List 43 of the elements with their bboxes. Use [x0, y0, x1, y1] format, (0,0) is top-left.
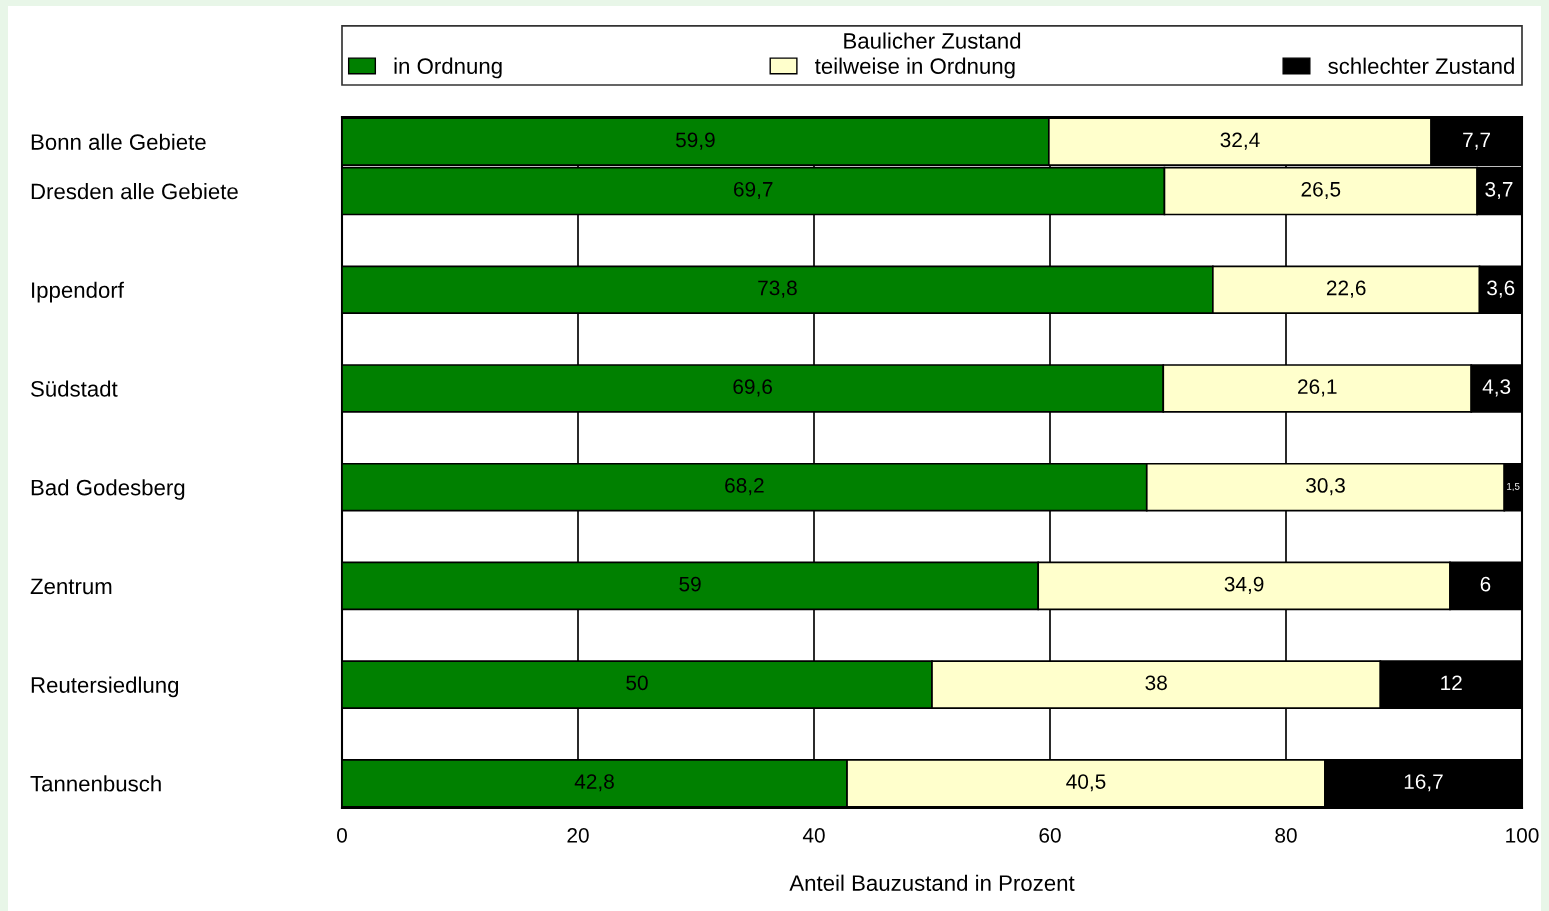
data-label: 6 — [1480, 576, 1491, 592]
legend-title: Baulicher Zustand — [844, 32, 1021, 49]
data-label: 22,6 — [1326, 280, 1366, 298]
data-label: 68,2 — [725, 478, 764, 496]
y-tick-label: Bad Godesberg — [31, 479, 185, 500]
y-tick-label: Südstadt — [31, 380, 118, 397]
legend-label: teilweise in Ordnung — [814, 57, 1015, 79]
x-tick-label: 40 — [802, 827, 825, 843]
y-tick-label: Reutersiedlung — [31, 676, 179, 698]
data-label: 3,7 — [1485, 181, 1513, 200]
data-label: 59,9 — [675, 132, 715, 150]
x-tick-label: 100 — [1506, 827, 1539, 843]
x-axis-title: Anteil Bauzustand in Prozent — [789, 874, 1075, 891]
data-label: 4,3 — [1482, 379, 1511, 397]
x-tick-label: 60 — [1039, 827, 1061, 843]
data-label: 7,7 — [1463, 132, 1491, 150]
data-label: 69,6 — [733, 379, 772, 397]
data-label: 42,8 — [574, 774, 614, 792]
data-label: 73,8 — [758, 280, 797, 298]
data-label: 32,4 — [1220, 132, 1260, 150]
y-tick-label: Tannenbusch — [30, 775, 161, 792]
x-tick-label: 80 — [1275, 827, 1297, 843]
data-label: 26,1 — [1298, 379, 1337, 397]
data-label: 59 — [679, 576, 701, 592]
x-tick-label: 20 — [567, 827, 589, 843]
data-label: 3,6 — [1487, 280, 1515, 298]
y-tick-label: Ippendorf — [32, 281, 124, 303]
legend-label: in Ordnung — [394, 57, 502, 79]
data-label: 12 — [1441, 675, 1462, 690]
data-label: 69,7 — [734, 181, 773, 200]
data-label: 16,7 — [1404, 774, 1443, 792]
legend-label: schlechter Zustand — [1328, 57, 1514, 74]
data-label: 40,5 — [1066, 774, 1106, 792]
y-tick-label: Dresden alle Gebiete — [31, 182, 238, 200]
x-tick-label: 0 — [337, 827, 347, 843]
data-label: 1,5 — [1507, 483, 1520, 491]
data-label: 50 — [626, 675, 648, 691]
y-tick-label: Zentrum — [30, 578, 112, 595]
data-label: 30,3 — [1306, 478, 1345, 496]
y-tick-label: Bonn alle Gebiete — [31, 133, 206, 150]
data-label: 26,5 — [1301, 181, 1341, 200]
data-label: 34,9 — [1224, 576, 1264, 594]
data-label: 38 — [1145, 675, 1167, 691]
